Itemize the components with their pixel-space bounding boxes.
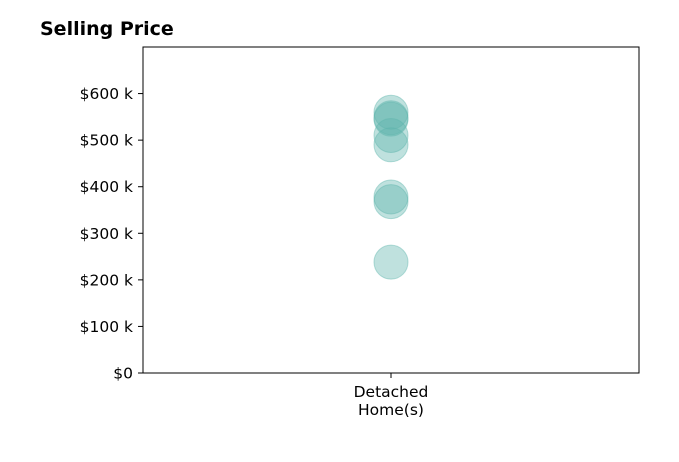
data-point <box>373 184 409 220</box>
data-point <box>373 127 409 163</box>
data-point <box>373 94 409 130</box>
x-tick-label: Detached <box>354 383 429 401</box>
y-tick-label: $400 k <box>80 178 133 196</box>
x-tick-label: Home(s) <box>358 401 424 419</box>
chart-title: Selling Price <box>40 18 174 40</box>
y-tick-label: $300 k <box>80 225 133 243</box>
data-point <box>373 179 409 215</box>
data-point <box>373 101 409 137</box>
data-point <box>373 117 409 153</box>
data-point <box>373 100 409 136</box>
y-tick-label: $0 <box>113 365 133 383</box>
y-tick-label: $200 k <box>80 271 133 289</box>
plot-area: $0 $100 k $200 k $300 k $400 k $500 k $600 k De… <box>80 46 640 419</box>
y-tick-label: $100 k <box>80 318 133 336</box>
y-tick-label: $500 k <box>80 132 133 150</box>
data-point <box>373 244 409 280</box>
y-tick-label: $600 k <box>80 85 133 103</box>
